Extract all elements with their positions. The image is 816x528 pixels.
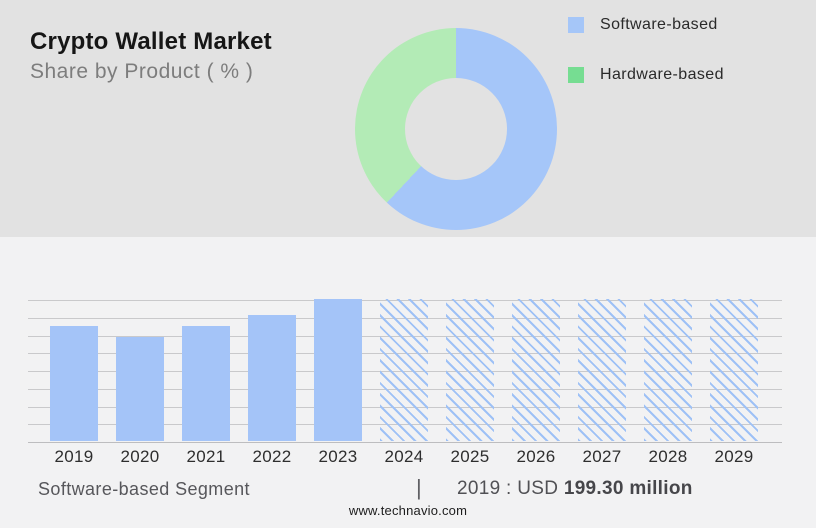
- legend-label-hardware: Hardware-based: [600, 66, 724, 83]
- bar-2025: [446, 299, 494, 441]
- bar-chart: 2019 2020 2021 2022 2023 2024 2025 2026 2027 2028…: [28, 299, 782, 466]
- legend-item-hardware: Hardware-based: [568, 64, 724, 86]
- bar-2022: [248, 315, 296, 441]
- bar-2029: [710, 299, 758, 441]
- hardware-based-swatch-icon: [568, 67, 584, 83]
- bar-2021: [182, 326, 230, 441]
- x-label-2020: 2020: [120, 447, 160, 466]
- x-label-2025: 2025: [450, 447, 490, 466]
- donut-chart: [355, 28, 557, 230]
- x-label-2019: 2019: [54, 447, 94, 466]
- segment-value-amount: 199.30 million: [563, 478, 693, 499]
- page-subtitle: Share by Product ( % ): [30, 60, 254, 83]
- x-label-2021: 2021: [186, 447, 226, 466]
- x-label-2027: 2027: [582, 447, 622, 466]
- segment-label: Software-based Segment: [38, 479, 250, 499]
- x-label-2026: 2026: [516, 447, 556, 466]
- bar-2019: [50, 326, 98, 441]
- x-label-2022: 2022: [252, 447, 292, 466]
- website-url: www.technavio.com: [348, 503, 468, 518]
- x-label-2028: 2028: [648, 447, 688, 466]
- bar-2024: [380, 299, 428, 441]
- page-title: Crypto Wallet Market: [30, 28, 272, 55]
- bar-chart-section: 2019 2020 2021 2022 2023 2024 2025 2026 2027 2028…: [0, 237, 816, 528]
- bar-2020: [116, 337, 164, 441]
- x-label-2024: 2024: [384, 447, 424, 466]
- bar-2027: [578, 299, 626, 441]
- x-label-2023: 2023: [318, 447, 358, 466]
- x-axis-baseline: [28, 442, 782, 443]
- donut-hole: [405, 78, 507, 180]
- legend-item-software: Software-based: [568, 14, 724, 36]
- bar-2026: [512, 299, 560, 441]
- software-based-swatch-icon: [568, 17, 584, 33]
- segment-value-prefix: 2019 : USD: [457, 478, 559, 499]
- bar-2023: [314, 299, 362, 441]
- footer-divider: |: [416, 475, 422, 500]
- segment-value: 2019 : USD 199.30 million: [457, 478, 693, 500]
- legend: Software-based Hardware-based: [568, 14, 724, 114]
- bar-2028: [644, 299, 692, 441]
- x-label-2029: 2029: [714, 447, 754, 466]
- header-section: Crypto Wallet Market Share by Product ( …: [0, 0, 816, 237]
- legend-label-software: Software-based: [600, 16, 718, 33]
